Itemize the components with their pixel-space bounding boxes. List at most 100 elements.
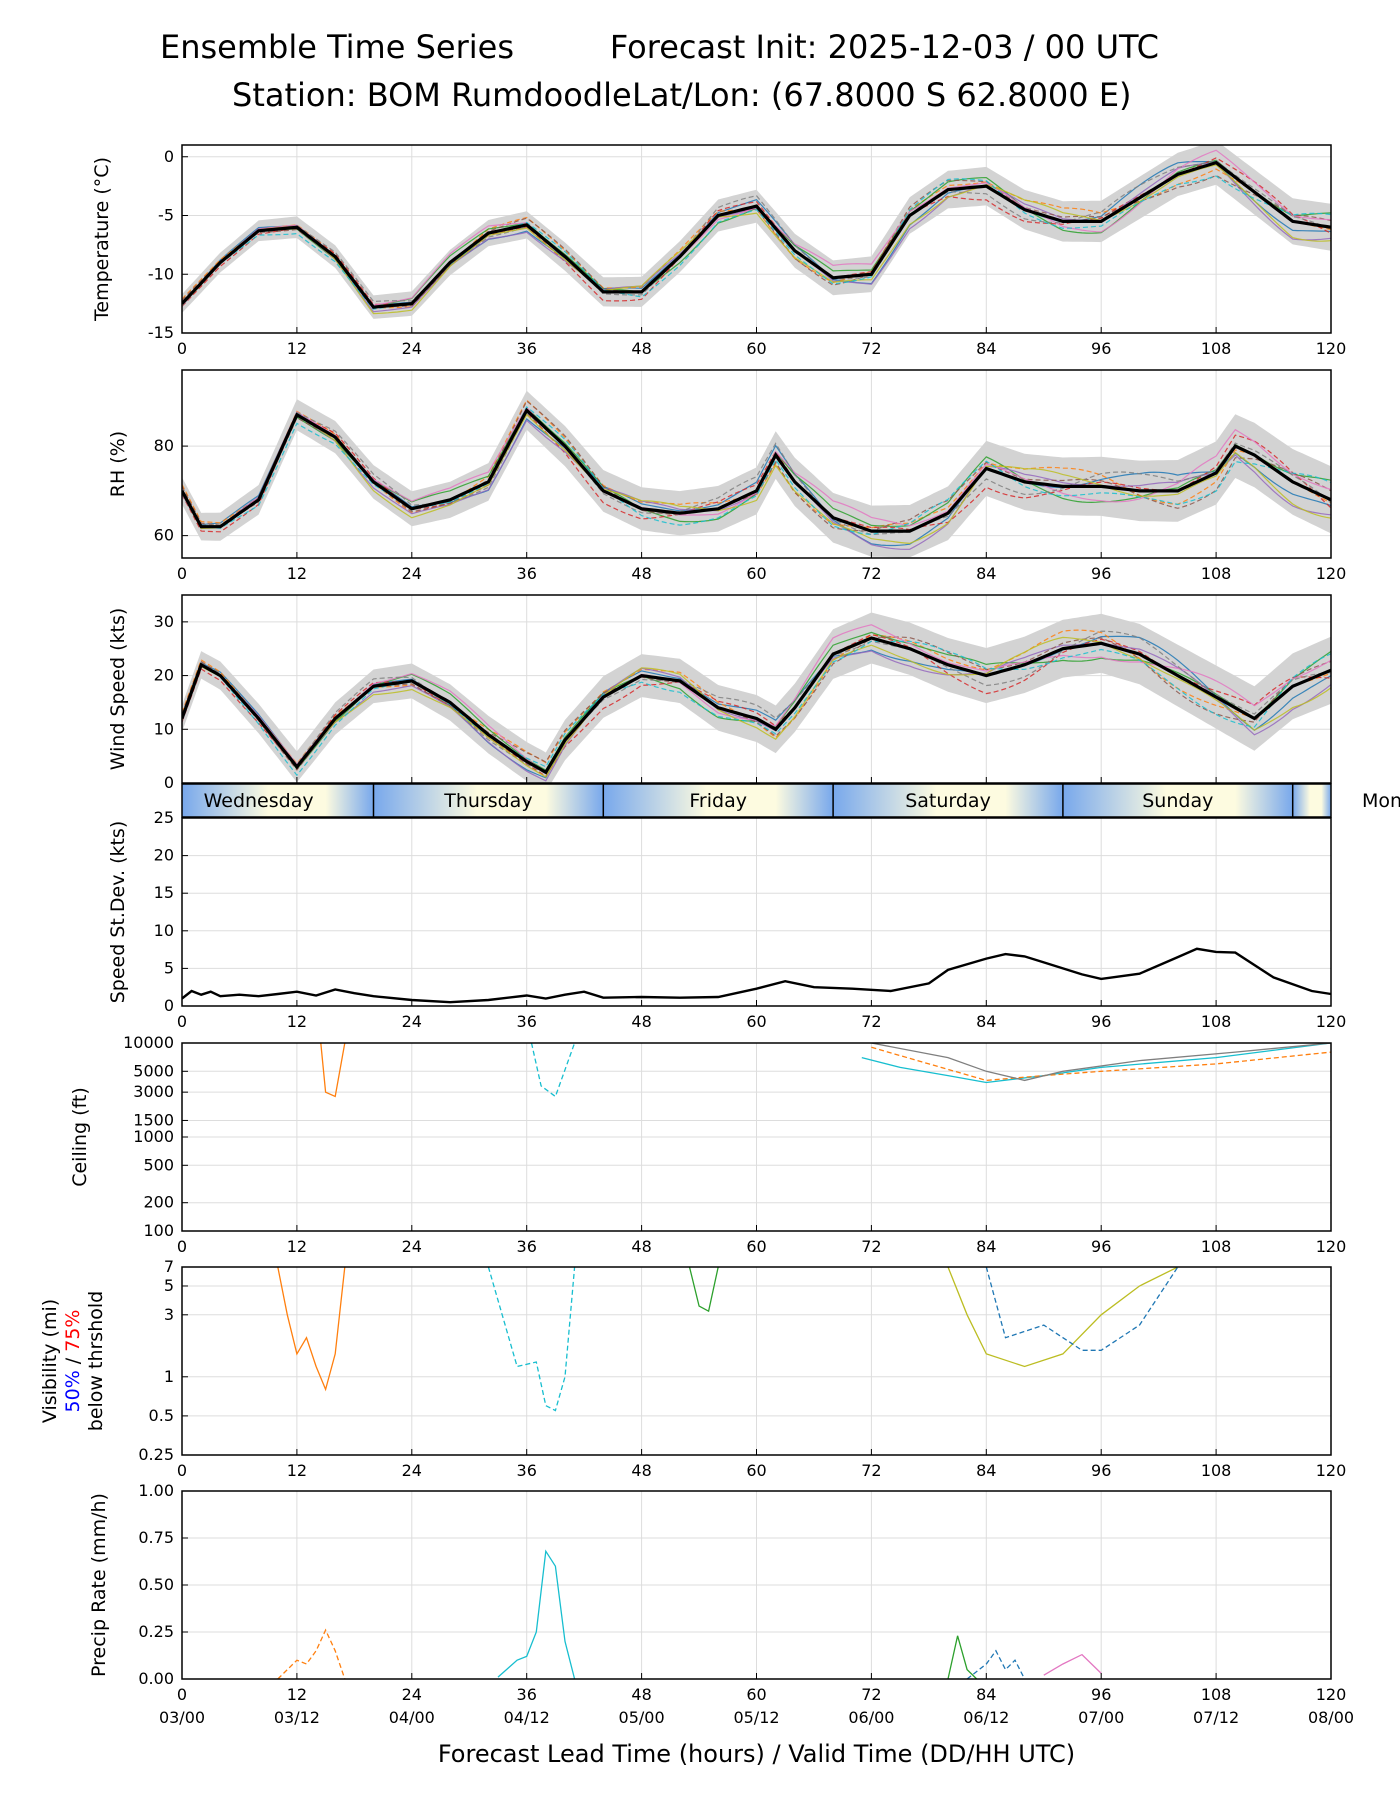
trace-line <box>277 1267 346 1392</box>
vis-pct-75: 75% <box>62 1310 84 1352</box>
day-band-segment <box>603 784 834 817</box>
trace-line <box>1043 1653 1102 1676</box>
trace-line <box>487 1267 576 1412</box>
trace-line <box>985 1267 1179 1351</box>
trace-line <box>320 1043 346 1098</box>
x-tick-label: 108 <box>1201 1012 1232 1031</box>
x-tick-label: 12 <box>287 1237 307 1256</box>
day-label: Saturday <box>905 790 991 812</box>
left-title: Ensemble Time Series <box>160 28 514 66</box>
x-tick-label: 96 <box>1091 1012 1111 1031</box>
vis-title-pct: 50% / 75% <box>62 1310 84 1413</box>
x-tick-label: 108 <box>1201 564 1232 583</box>
trace-line <box>861 1043 1331 1084</box>
vis-pct-sep: / <box>62 1352 84 1370</box>
x-tick-label: 120 <box>1316 1461 1347 1480</box>
y-tick-label: 7 <box>164 1257 174 1276</box>
x-tick-label: 72 <box>861 339 881 358</box>
y-tick-label: 100 <box>143 1221 174 1240</box>
day-label: Mon <box>1362 790 1400 812</box>
x-tick-label: 0 <box>177 1012 187 1031</box>
member-line <box>182 640 1331 777</box>
x-tick-label: 36 <box>517 1012 537 1031</box>
member-line <box>182 641 1331 782</box>
y-tick-label: 1 <box>164 1367 174 1386</box>
day-band-segment <box>373 784 604 817</box>
x-tick-label: 24 <box>402 1012 422 1031</box>
y-tick-label: 20 <box>154 846 174 865</box>
day-band-segment <box>1292 784 1331 817</box>
x-tick-label: 120 <box>1316 564 1347 583</box>
y-tick-label: 0 <box>164 147 174 166</box>
x-tick-label: 72 <box>861 1685 881 1704</box>
valid-time-label: 05/12 <box>733 1708 779 1727</box>
x-tick-label: 120 <box>1316 1685 1347 1704</box>
x-tick-label: 0 <box>177 1237 187 1256</box>
trace-line <box>277 1628 346 1679</box>
y-tick-label: 0.75 <box>138 1528 174 1547</box>
x-tick-label: 48 <box>631 564 651 583</box>
y-axis-title-precip: Precip Rate (mm/h) <box>88 1493 110 1677</box>
x-tick-label: 84 <box>976 564 996 583</box>
trace-line <box>688 1267 719 1313</box>
x-tick-label: 72 <box>861 1012 881 1031</box>
member-line <box>182 636 1331 778</box>
vis-title-sub: below thrshold <box>85 1291 107 1431</box>
mean-line <box>182 636 1331 775</box>
vis-title-main: Visibility (mi) <box>39 1299 61 1423</box>
y-tick-label: 3000 <box>133 1082 174 1101</box>
valid-time-label: 04/12 <box>504 1708 550 1727</box>
x-tick-label: 48 <box>631 1461 651 1480</box>
y-tick-label: 60 <box>154 526 174 545</box>
x-tick-label: 108 <box>1201 1461 1232 1480</box>
trace-line <box>947 1635 978 1679</box>
x-tick-label: 120 <box>1316 1237 1347 1256</box>
x-tick-label: 96 <box>1091 564 1111 583</box>
x-tick-label: 0 <box>177 1461 187 1480</box>
y-tick-label: 1.00 <box>138 1481 174 1500</box>
y-tick-label: 3 <box>164 1305 174 1324</box>
x-tick-label: 60 <box>746 1012 766 1031</box>
right-title: Forecast Init: 2025-12-03 / 00 UTC <box>609 28 1159 66</box>
x-tick-label: 120 <box>1316 339 1347 358</box>
x-tick-label: 48 <box>631 1237 651 1256</box>
x-tick-label: 36 <box>517 564 537 583</box>
x-tick-label: 72 <box>861 564 881 583</box>
x-tick-label: 96 <box>1091 1461 1111 1480</box>
member-line <box>182 164 1331 315</box>
y-tick-label: 0.25 <box>138 1445 174 1464</box>
x-tick-label: 24 <box>402 1461 422 1480</box>
trace-line <box>871 1043 1331 1082</box>
x-tick-label: 48 <box>631 1685 651 1704</box>
member-line <box>182 157 1331 307</box>
y-tick-label: 0.50 <box>138 1575 174 1594</box>
x-tick-label: 24 <box>402 1237 422 1256</box>
member-line <box>182 175 1331 310</box>
grid-ceiling <box>181 1042 1332 1232</box>
day-label: Wednesday <box>204 790 314 812</box>
station-title: Station: BOM Rumdoodle <box>232 76 632 114</box>
x-tick-label: 0 <box>177 1685 187 1704</box>
y-tick-label: 5000 <box>133 1061 174 1080</box>
member-line <box>182 412 1331 545</box>
y-tick-label: 10000 <box>123 1033 174 1052</box>
x-tick-label: 12 <box>287 339 307 358</box>
day-band-segment <box>182 784 374 817</box>
latlon-title: Lat/Lon: (67.8000 S 62.8000 E) <box>632 76 1132 114</box>
x-tick-label: 96 <box>1091 339 1111 358</box>
y-tick-label: 0 <box>164 996 174 1015</box>
series-ceiling <box>320 1043 1331 1098</box>
valid-time-label: 07/00 <box>1078 1708 1124 1727</box>
x-tick-label: 84 <box>976 1012 996 1031</box>
member-line <box>182 412 1331 533</box>
y-axis-title-speed_stdev: Speed St.Dev. (kts) <box>107 821 129 1004</box>
day-band-segment <box>833 784 1063 817</box>
valid-time-label: 04/00 <box>389 1708 435 1727</box>
x-tick-label: 24 <box>402 564 422 583</box>
stdev-line <box>181 947 1332 1004</box>
member-line <box>182 633 1331 778</box>
x-tick-label: 108 <box>1201 1685 1232 1704</box>
y-tick-label: 10 <box>154 719 174 738</box>
member-line <box>182 413 1331 550</box>
x-tick-label: 24 <box>402 1685 422 1704</box>
